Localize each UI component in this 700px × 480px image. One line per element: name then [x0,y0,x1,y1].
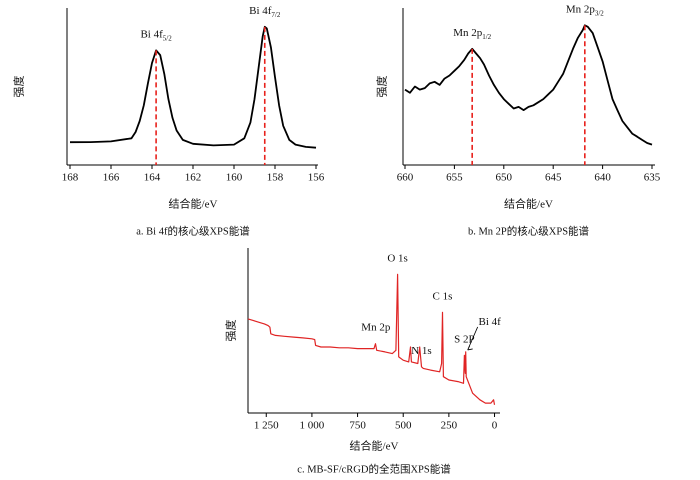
caption: c. MB-SF/cRGD的全范围XPS能谱 [297,462,451,475]
peak-label-text: O 1s [387,252,407,264]
spectrum-line [69,25,317,149]
x-tick-label: 635 [644,172,661,184]
y-axis-label: 强度 [224,320,238,342]
x-tick-label: 655 [446,172,463,184]
y-axis-label: 强度 [12,76,26,98]
peak-label-text: S 2P [454,333,475,345]
x-tick-label: 660 [397,172,414,184]
caption: a. Bi 4f的核心级XPS能谱 [136,224,250,237]
x-tick-label: 750 [349,420,366,432]
x-axis-label: 结合能/eV [504,197,553,211]
x-tick-label: 162 [185,172,202,184]
spectrum-line [404,24,653,146]
x-tick-label: 250 [441,420,458,432]
peak-label-text: Bi 4f [479,315,502,327]
x-tick-label: 164 [144,172,161,184]
label-arrow [467,326,479,351]
spectrum-line [247,273,496,405]
peak-label-text: N 1s [411,344,431,356]
x-tick-label: 500 [395,420,412,432]
x-axis-label: 结合能/eV [169,197,218,211]
peak-label-text: Mn 2p [453,26,483,38]
peak-label-text: Mn 2p [361,321,391,333]
x-axis-label: 结合能/eV [350,439,399,453]
peak-label: S 2P [454,333,475,345]
x-tick-label: 0 [492,420,498,432]
peak-label: C 1s [433,290,453,302]
peak-label: Bi 4f7/2 [249,4,281,18]
x-tick-label: 166 [103,172,120,184]
peak-label-text: C 1s [433,290,453,302]
y-axis-label: 强度 [375,76,389,98]
x-tick-label: 645 [545,172,562,184]
peak-label: N 1s [411,344,431,356]
peak-label-sub: 3/2 [595,9,604,17]
peak-label: Bi 4f5/2 [140,28,172,42]
peak-label: Mn 2p [361,321,391,333]
peak-label-text: Mn 2p [566,3,596,15]
peak-label-text: Bi 4f [140,28,163,40]
caption: b. Mn 2P的核心级XPS能谱 [468,224,590,237]
peak-label-sub: 7/2 [271,10,280,18]
peak-label: Mn 2p3/2 [566,3,604,17]
x-tick-label: 160 [226,172,243,184]
peak-label: Bi 4f [479,315,502,327]
x-tick-label: 168 [62,172,79,184]
x-tick-label: 156 [308,172,325,184]
peak-label: Mn 2p1/2 [453,26,491,40]
peak-label-text: Bi 4f [249,4,272,16]
x-tick-label: 158 [267,172,284,184]
peak-label-sub: 5/2 [163,34,172,42]
x-tick-label: 1 000 [300,420,325,432]
peak-label-sub: 1/2 [482,32,491,40]
peak-label: O 1s [387,252,407,264]
x-tick-label: 1 250 [254,420,279,432]
x-tick-label: 650 [496,172,513,184]
x-tick-label: 640 [594,172,611,184]
